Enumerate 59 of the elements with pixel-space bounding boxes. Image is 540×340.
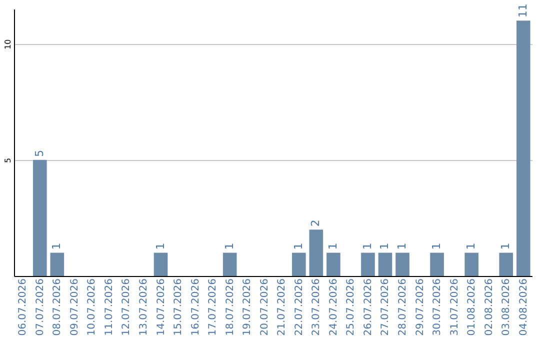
- x-tick-label: 13.07.2026: [138, 278, 150, 336]
- data-label: 1: [396, 242, 408, 250]
- bar: [378, 252, 392, 276]
- x-tick-label: 10.07.2026: [86, 278, 98, 336]
- bar: [326, 252, 340, 276]
- x-tick-label: 07.07.2026: [34, 278, 46, 336]
- x-tick-label: 26.07.2026: [362, 278, 374, 336]
- data-label: 1: [326, 242, 340, 250]
- y-tick-label: 10: [4, 39, 12, 50]
- x-tick-label: 03.08.2026: [501, 278, 512, 336]
- x-tick-label: 16.07.2026: [190, 278, 202, 336]
- x-tick-label: 17.07.2026: [208, 278, 219, 336]
- x-tick-label: 06.07.2026: [18, 278, 29, 336]
- x-tick-label: 14.07.2026: [156, 278, 167, 336]
- x-tick-label: 12.07.2026: [121, 278, 132, 336]
- x-tick-label: 15.07.2026: [173, 278, 184, 336]
- data-label: 1: [222, 242, 236, 250]
- data-label: 1: [50, 242, 64, 250]
- data-label: 1: [154, 242, 167, 250]
- bar: [32, 160, 47, 276]
- x-tick-label: 31.07.2026: [449, 278, 460, 336]
- x-tick-label: 25.07.2026: [346, 278, 357, 336]
- x-tick-label: 24.07.2026: [328, 278, 340, 336]
- bar: [50, 252, 64, 276]
- bar: [516, 20, 530, 276]
- data-label: 5: [32, 150, 46, 157]
- bar: [499, 252, 514, 276]
- x-tick-label: 22.07.2026: [294, 278, 305, 336]
- bar: [430, 252, 444, 276]
- x-tick-label: 21.07.2026: [276, 278, 288, 336]
- x-tick-label: 01.08.2026: [466, 278, 478, 336]
- x-tick-label: 20.07.2026: [259, 278, 270, 336]
- x-tick-label: 19.07.2026: [242, 278, 254, 336]
- data-label: 1: [292, 242, 305, 250]
- data-label: 1: [360, 242, 374, 250]
- x-tick-label: 29.07.2026: [414, 278, 426, 336]
- data-label: 1: [499, 242, 512, 250]
- x-tick-label: 02.08.2026: [484, 278, 495, 336]
- bar: [154, 252, 168, 276]
- bar: [464, 252, 478, 276]
- x-tick-label: 18.07.2026: [224, 278, 236, 336]
- x-tick-label: 23.07.2026: [311, 278, 322, 336]
- data-label: 2: [309, 220, 322, 227]
- x-tick-label: 09.07.2026: [69, 278, 80, 336]
- x-tick-label: 28.07.2026: [398, 278, 408, 336]
- data-label: 11: [516, 4, 530, 18]
- bar: [222, 252, 237, 276]
- bar: [361, 252, 375, 276]
- bar: [309, 230, 324, 276]
- bar: [396, 252, 410, 276]
- x-tick-label: 27.07.2026: [380, 278, 392, 336]
- x-tick-label: 11.07.2026: [104, 278, 115, 336]
- x-tick-label: 04.08.2026: [518, 278, 530, 336]
- data-label: 1: [430, 242, 444, 250]
- x-tick-label: 08.07.2026: [52, 278, 64, 336]
- bar: [292, 252, 306, 276]
- data-label: 1: [378, 242, 392, 250]
- data-label: 1: [464, 242, 478, 250]
- x-tick-label: 30.07.2026: [432, 278, 444, 336]
